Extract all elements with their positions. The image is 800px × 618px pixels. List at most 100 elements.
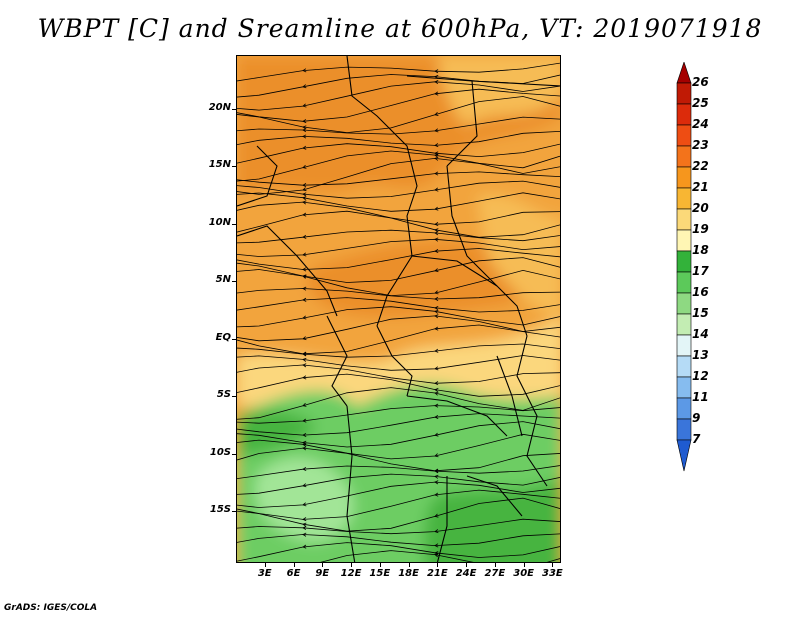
streamline-arrow	[434, 480, 439, 485]
colorbar-label: 17	[692, 264, 709, 278]
streamline-arrow	[302, 357, 307, 362]
shade-yellow-east	[477, 194, 560, 316]
streamline-arrow	[434, 231, 439, 236]
lon-tick	[552, 563, 554, 567]
streamline-arrow	[302, 252, 307, 257]
lat-label: EQ	[215, 331, 231, 343]
streamline	[237, 324, 560, 355]
colorbar	[676, 62, 692, 472]
streamline	[237, 306, 560, 328]
streamline-arrow	[434, 388, 439, 393]
streamline-arrow	[302, 375, 307, 380]
colorbar-label: 22	[692, 159, 709, 173]
shade-green-light	[255, 457, 354, 542]
streamline-arrow	[302, 119, 307, 124]
lat-label: 5S	[216, 389, 231, 401]
streamline-arrow	[302, 183, 307, 188]
streamline-arrow	[302, 532, 307, 537]
streamline	[237, 373, 560, 397]
streamline	[237, 364, 560, 384]
streamline-arrow	[434, 228, 439, 233]
streamline-arrow	[434, 348, 439, 353]
streamline-arrow	[434, 128, 439, 133]
colorbar-label: 12	[692, 369, 709, 383]
lat-label: 10N	[208, 216, 231, 228]
streamline	[237, 297, 560, 313]
streamline-arrow	[302, 145, 307, 150]
streamlines	[237, 62, 560, 562]
lat-tick	[232, 453, 236, 455]
streamline	[237, 355, 560, 371]
wbpt-shading	[237, 56, 560, 562]
streamline-arrow	[434, 492, 439, 497]
shade-orange-dark-mid	[306, 240, 531, 318]
streamline-arrow	[434, 237, 439, 242]
country-borders	[237, 56, 560, 562]
streamline-arrow	[302, 267, 307, 272]
streamline	[237, 81, 560, 111]
map-panel	[236, 55, 561, 563]
colorbar-swatch	[676, 229, 692, 252]
streamline-arrow	[302, 125, 307, 130]
streamline-arrow	[434, 171, 439, 176]
streamline	[237, 238, 560, 257]
streamline-arrow	[302, 442, 307, 447]
streamline	[237, 288, 560, 300]
streamline	[237, 542, 560, 562]
streamline-arrow	[302, 196, 307, 201]
streamline-arrow	[302, 502, 307, 507]
streamline-arrow	[302, 187, 307, 192]
streamline	[237, 229, 560, 244]
lon-label: 21E	[426, 568, 448, 579]
streamline-arrow	[434, 513, 439, 518]
lon-tick	[494, 563, 496, 567]
lat-tick	[232, 166, 236, 168]
lon-label: 30E	[513, 568, 534, 579]
lon-tick	[466, 563, 468, 567]
streamline-arrow	[434, 112, 439, 116]
lat-label: 10S	[209, 446, 231, 458]
lon-label: 9E	[315, 568, 330, 579]
streamline	[237, 343, 560, 358]
streamline	[237, 130, 560, 146]
colorbar-swatch	[676, 271, 692, 294]
streamline	[237, 518, 560, 535]
colorbar-swatch	[676, 82, 692, 105]
streamline	[237, 421, 560, 448]
streamline-arrow	[302, 103, 307, 108]
streamline	[237, 473, 560, 495]
lat-label: 15N	[208, 159, 231, 171]
lon-tick	[379, 563, 381, 567]
colorbar-swatch	[676, 145, 692, 168]
streamline-arrow	[434, 309, 439, 314]
streamline-arrow	[434, 222, 439, 227]
streamline-arrow	[302, 402, 307, 407]
streamline-arrow	[302, 522, 307, 527]
streamline-arrow	[434, 306, 439, 311]
streamline-arrow	[302, 483, 307, 488]
colorbar-label: 16	[692, 285, 709, 299]
lat-tick	[232, 223, 236, 225]
streamline-arrow	[434, 414, 439, 419]
streamline-arrow	[434, 403, 439, 408]
streamline-arrow	[302, 297, 307, 302]
streamline-arrow	[434, 156, 439, 161]
lon-tick	[293, 563, 295, 567]
streamline-arrow	[302, 200, 307, 205]
streamline-arrow	[434, 326, 439, 331]
colorbar-label: 19	[692, 222, 709, 236]
lon-label: 6E	[286, 568, 301, 579]
streamline-arrow	[434, 453, 439, 458]
streamline-arrow	[302, 84, 307, 89]
colorbar-label: 26	[692, 75, 709, 89]
colorbar-swatch	[676, 103, 692, 126]
streamline-arrow	[434, 432, 439, 437]
colorbar-swatch	[676, 208, 692, 231]
chart-title: WBPT [C] and Sreamline at 600hPa, VT: 20…	[37, 14, 763, 43]
colorbar-swatch	[676, 250, 692, 273]
colorbar-swatch	[676, 376, 692, 399]
streamline-arrow	[434, 290, 439, 295]
streamline	[237, 257, 560, 283]
streamline	[237, 533, 560, 547]
colorbar-label: 9	[692, 411, 701, 425]
